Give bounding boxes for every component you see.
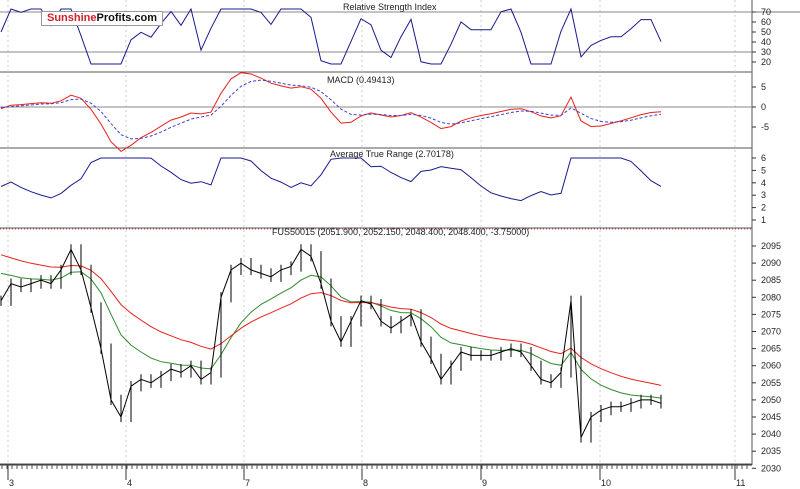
macd-axis-tick-label: -5 [761, 122, 769, 132]
x-tick-label-11: 11 [736, 478, 745, 488]
price-axis-tick-label: 2095 [761, 241, 781, 251]
atr-axis-tick-label: 6 [761, 153, 766, 163]
atr-axis-tick-label: 5 [761, 165, 766, 175]
logo: SunshineProfits.com [41, 11, 164, 26]
logo-part2: Profits.com [96, 12, 158, 24]
rsi-line [0, 7, 662, 65]
atr-line [0, 157, 662, 202]
price-axis-tick-label: 2070 [761, 327, 781, 337]
x-tick-label-8: 8 [363, 478, 368, 488]
price-axis-tick-label: 2090 [761, 258, 781, 268]
atr-axis-tick-label: 3 [761, 190, 766, 200]
price-axis-tick-label: 2030 [761, 463, 781, 473]
macd-title: MACD (0.49413) [327, 75, 395, 85]
price-axis-tick-label: 2035 [761, 446, 781, 456]
price-axis-tick-label: 2065 [761, 344, 781, 354]
macd-line [0, 72, 662, 153]
rsi-axis-tick-label: 30 [761, 47, 771, 57]
rsi-title: Relative Strength Index [343, 2, 437, 12]
price-axis-tick-label: 2060 [761, 361, 781, 371]
rsi-axis-tick-label: 20 [761, 57, 771, 67]
price-axis-tick-label: 2075 [761, 309, 781, 319]
atr-axis-tick-label: 2 [761, 203, 766, 213]
atr-axis-tick-label: 4 [761, 178, 766, 188]
rsi-axis-tick-label: 60 [761, 17, 771, 27]
rsi-axis-tick-label: 50 [761, 27, 771, 37]
price-axis-tick-label: 2085 [761, 275, 781, 285]
macd-signal-line [0, 79, 662, 140]
price-axis-tick-label: 2050 [761, 395, 781, 405]
price-axis-tick-label: 2055 [761, 378, 781, 388]
price-axis-tick-label: 2040 [761, 429, 781, 439]
atr-title: Average True Range (2.70178) [330, 149, 454, 159]
macd-axis-tick-label: 0 [761, 102, 766, 112]
x-tick-label-9: 9 [482, 478, 487, 488]
atr-axis-tick-label: 1 [761, 215, 766, 225]
price-title: FUS50015 (2051.900, 2052.150, 2048.400, … [272, 227, 529, 237]
rsi-axis-tick-label: 40 [761, 37, 771, 47]
price-axis-tick-label: 2045 [761, 412, 781, 422]
x-tick-label-10: 10 [601, 478, 611, 488]
macd-axis-tick-label: 5 [761, 82, 766, 92]
rsi-axis-tick-label: 70 [761, 7, 771, 17]
price-axis-tick-label: 2080 [761, 292, 781, 302]
price-line [0, 248, 662, 440]
logo-part1: Sunshine [47, 12, 97, 24]
x-tick-label-4: 4 [127, 478, 132, 488]
x-tick-label-7: 7 [245, 478, 250, 488]
x-tick-label-3: 3 [9, 478, 14, 488]
